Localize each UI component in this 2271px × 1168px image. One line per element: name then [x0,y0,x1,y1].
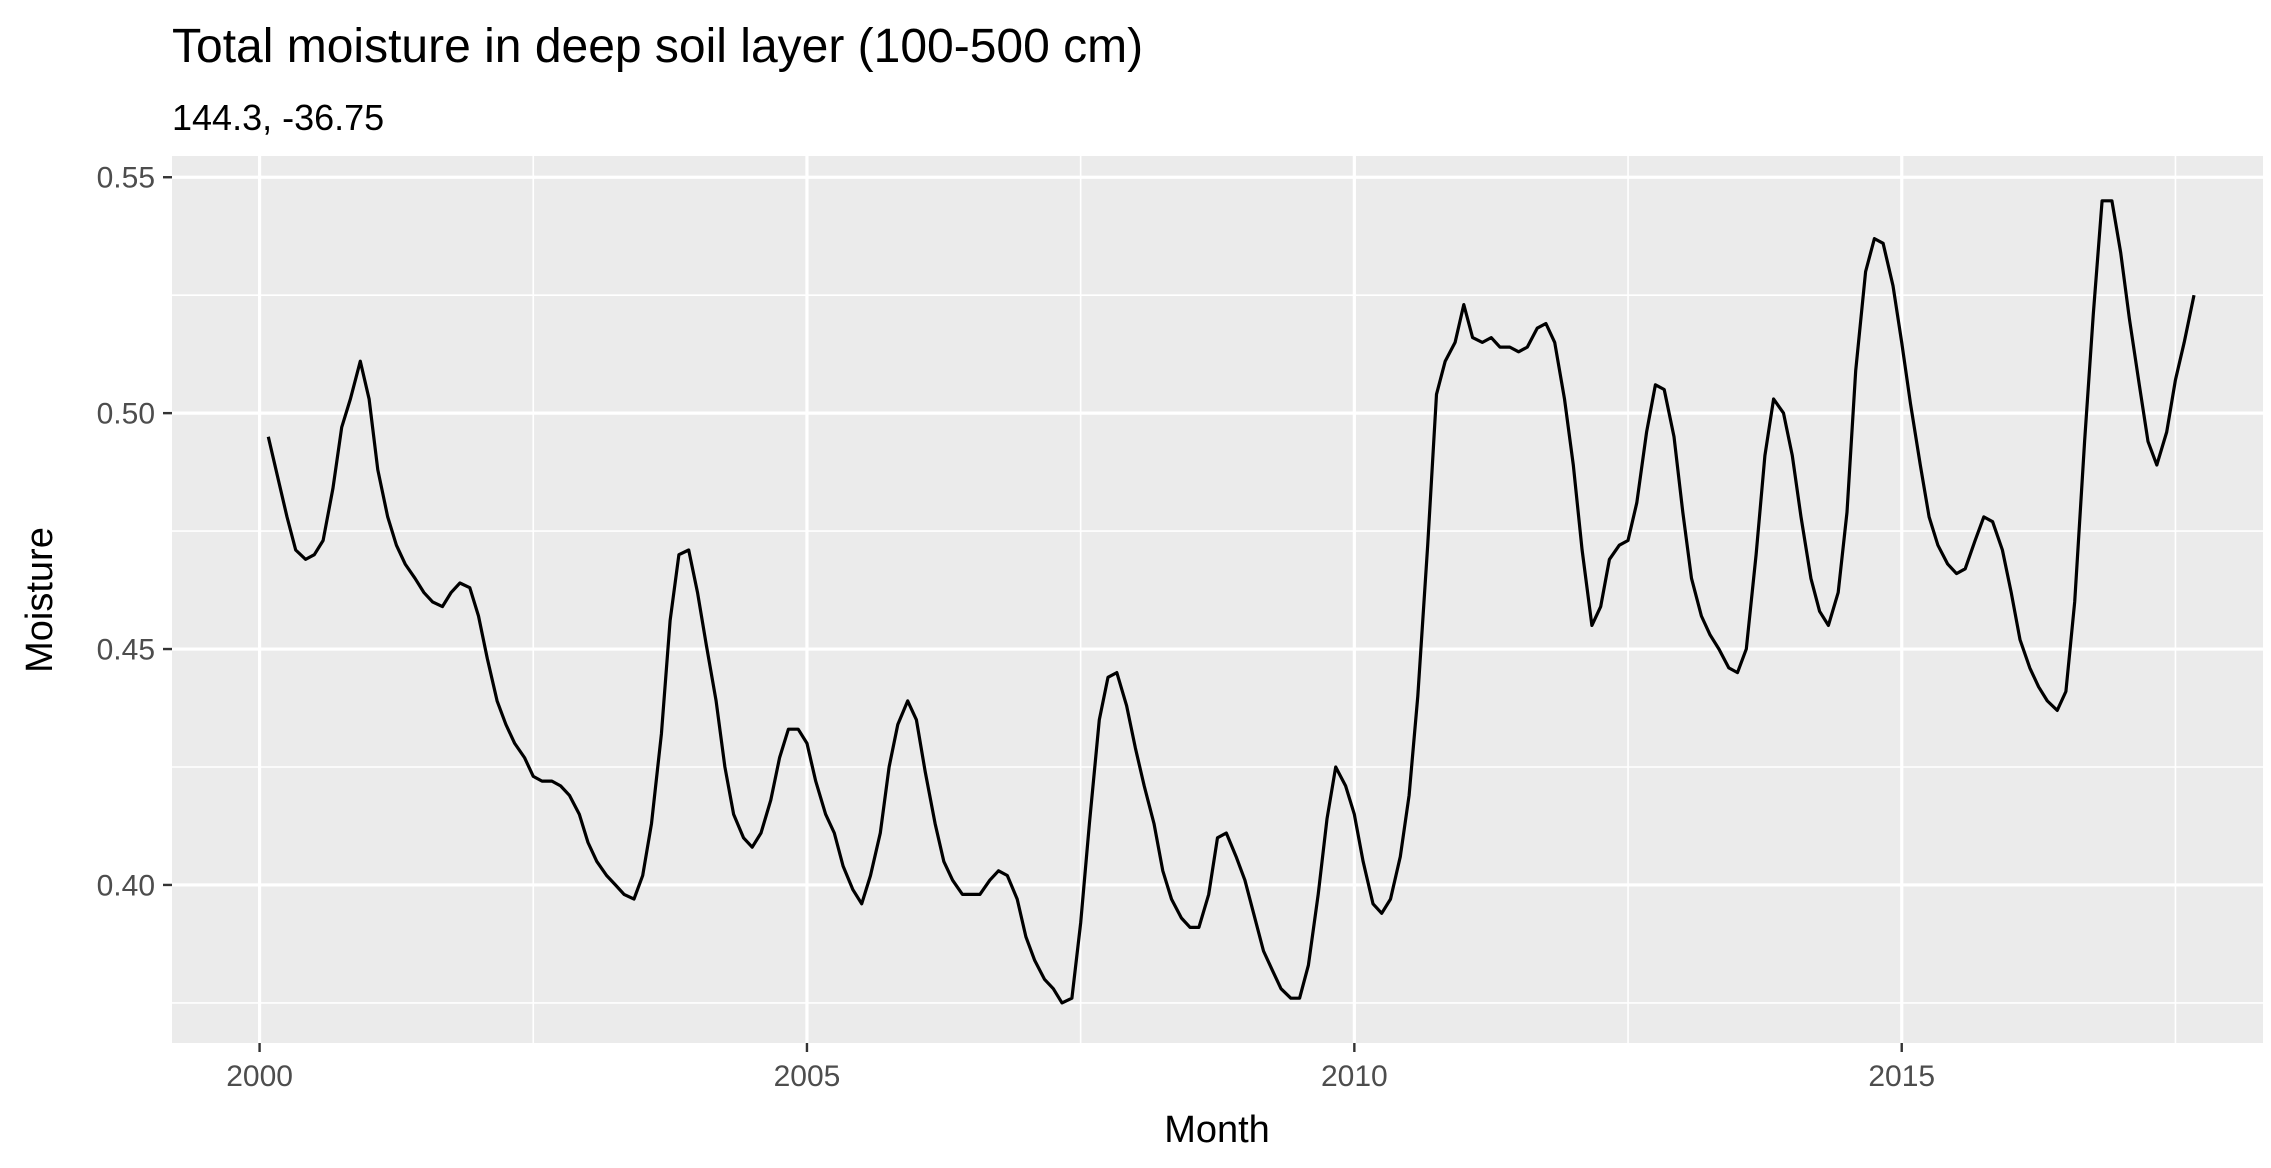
y-tick-label: 0.40 [97,869,155,902]
x-axis: 2000 2005 2010 2015 [226,1043,1935,1093]
moisture-series-line [266,199,2196,1005]
x-tick-label: 2000 [226,1060,293,1093]
x-tick-label: 2010 [1321,1060,1388,1093]
x-tick-label: 2015 [1868,1060,1935,1093]
plot-panel [172,156,2263,1043]
y-axis-title: Moisture [19,527,61,673]
y-tick-label: 0.50 [97,398,155,431]
x-axis-title: Month [1164,1109,1270,1151]
x-tick-label: 2005 [774,1060,841,1093]
chart-subtitle: 144.3, -36.75 [172,97,384,138]
major-gridlines [172,156,2263,1043]
y-axis: 0.40 0.45 0.50 0.55 [97,162,172,902]
y-tick-label: 0.45 [97,634,155,667]
y-tick-label: 0.55 [97,162,155,195]
chart-title: Total moisture in deep soil layer (100-5… [172,20,1143,73]
minor-gridlines [172,156,2263,1043]
